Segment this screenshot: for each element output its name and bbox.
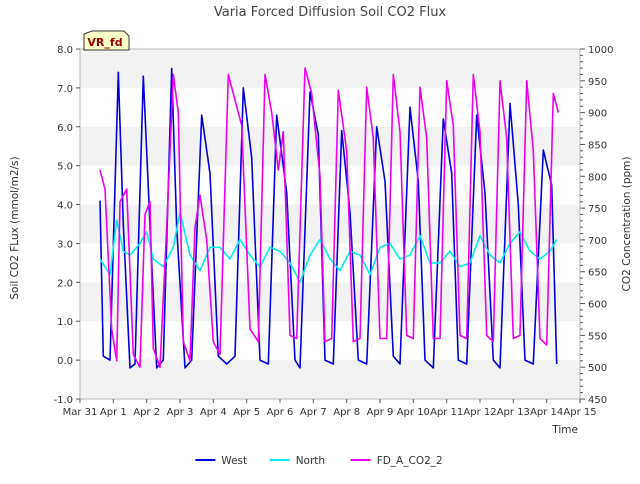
site-label-text: VR_fd [87, 36, 122, 49]
x-tick-label: Apr 1 [100, 407, 127, 418]
left-tick-label: 5.0 [57, 162, 73, 173]
grid-band [80, 49, 580, 88]
x-tick-label: Apr 15 [563, 407, 596, 418]
right-axis-label: CO2 Concentration (ppm) [621, 157, 633, 292]
x-tick-label: Apr 9 [367, 407, 394, 418]
site-label-box [83, 30, 130, 51]
grid-bands [80, 49, 580, 399]
right-tick-label: 800 [588, 172, 607, 183]
left-tick-label: 1.0 [57, 317, 73, 328]
chart-title: Varia Forced Diffusion Soil CO2 Flux [214, 5, 447, 20]
left-tick-label: 4.0 [57, 201, 73, 212]
left-tick-label: 0.0 [57, 356, 73, 367]
x-tick-label: Apr 13 [497, 407, 530, 418]
right-tick-label: 500 [588, 363, 607, 374]
right-tick-label: 900 [588, 109, 607, 120]
right-tick-label: 950 [588, 77, 607, 88]
right-tick-label: 650 [588, 268, 607, 279]
legend-label-west: West [221, 455, 247, 467]
right-tick-label: 700 [588, 236, 607, 247]
x-tick-label: Apr 8 [333, 407, 360, 418]
left-tick-label: 8.0 [57, 45, 73, 56]
left-tick-label: 6.0 [57, 123, 73, 134]
series-line-west [99, 67, 558, 369]
x-tick-label: Apr 10 [397, 407, 430, 418]
right-tick-label: 600 [588, 300, 607, 311]
grid-band [80, 360, 580, 399]
right-tick-label: 450 [588, 395, 607, 406]
x-tick-label: Apr 12 [463, 407, 496, 418]
x-axis: Mar 31 Apr 1 Apr 2 Apr 3 Apr 4 Apr 5 Apr 6 Apr … [63, 399, 597, 418]
x-tick-label: Apr 4 [200, 407, 227, 418]
x-tick-label: Apr 5 [233, 407, 260, 418]
x-tick-label: Apr 7 [300, 407, 327, 418]
right-tick-label: 1000 [588, 45, 613, 56]
right-tick-label: 550 [588, 331, 607, 342]
legend: West North FD_A_CO2_2 [195, 455, 443, 467]
x-tick-label: Apr 6 [267, 407, 294, 418]
series-line-north [99, 211, 558, 284]
left-axis-label: Soil CO2 FLux (mmol/m2/s) [9, 156, 21, 299]
x-axis-label: Time [551, 424, 578, 436]
left-tick-label: 2.0 [57, 278, 73, 289]
plot-frame [79, 48, 581, 400]
left-axis: -1.0 0.0 1.0 2.0 3.0 4.0 5.0 6.0 7.0 8.0 [53, 45, 80, 406]
legend-label-north: North [296, 455, 325, 467]
right-axis: 450 500 550 600 650 700 750 800 850 900 950 1000 [580, 45, 613, 406]
series-layer [99, 67, 560, 369]
x-tick-label: Apr 3 [167, 407, 194, 418]
x-tick-label: Apr 2 [133, 407, 160, 418]
x-tick-label: Mar 31 [63, 407, 98, 418]
left-tick-label: -1.0 [53, 395, 73, 406]
x-tick-label: Apr 11 [430, 407, 463, 418]
right-tick-label: 850 [588, 140, 607, 151]
left-tick-label: 3.0 [57, 239, 73, 250]
left-tick-label: 7.0 [57, 84, 73, 95]
right-tick-label: 750 [588, 204, 607, 215]
x-tick-label: Apr 14 [530, 407, 563, 418]
site-label-badge: VR_fd [83, 30, 130, 51]
series-line-fd-a-co2-2 [99, 67, 560, 369]
legend-label-fd-a-co2-2: FD_A_CO2_2 [377, 455, 443, 467]
grid-band [80, 126, 580, 166]
